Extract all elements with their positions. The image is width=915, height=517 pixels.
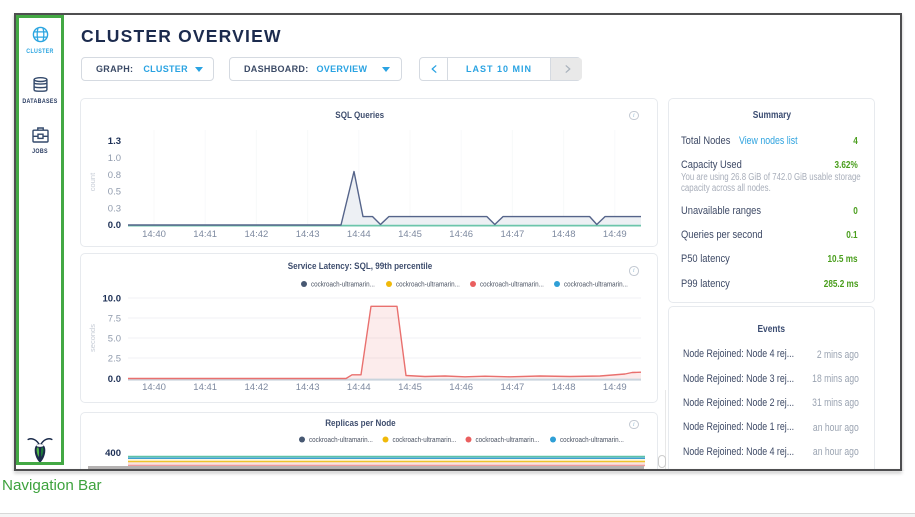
svg-text:cockroach-ultramarin...: cockroach-ultramarin... xyxy=(396,281,460,288)
svg-text:14:43: 14:43 xyxy=(296,229,320,240)
svg-text:0.0: 0.0 xyxy=(108,220,121,231)
svg-text:14:47: 14:47 xyxy=(501,229,525,240)
svg-text:cockroach-ultramarin...: cockroach-ultramarin... xyxy=(564,281,628,288)
svg-text:cockroach-ultramarin...: cockroach-ultramarin... xyxy=(393,437,457,444)
svg-text:7.5: 7.5 xyxy=(108,314,121,325)
svg-text:0.8: 0.8 xyxy=(108,170,121,181)
svg-text:10.0: 10.0 xyxy=(103,294,122,305)
svg-text:cockroach-ultramarin...: cockroach-ultramarin... xyxy=(480,281,544,288)
svg-text:0.3: 0.3 xyxy=(108,204,121,215)
svg-text:5.0: 5.0 xyxy=(108,334,121,345)
svg-text:seconds: seconds xyxy=(88,324,97,352)
svg-text:cockroach-ultramarin...: cockroach-ultramarin... xyxy=(476,437,540,444)
svg-text:14:45: 14:45 xyxy=(398,229,422,240)
svg-text:14:41: 14:41 xyxy=(193,382,217,393)
svg-text:14:40: 14:40 xyxy=(142,229,166,240)
svg-text:14:44: 14:44 xyxy=(347,382,371,393)
svg-text:cockroach-ultramarin...: cockroach-ultramarin... xyxy=(560,437,624,444)
svg-text:14:42: 14:42 xyxy=(245,382,269,393)
svg-text:14:48: 14:48 xyxy=(552,382,576,393)
svg-text:14:49: 14:49 xyxy=(603,382,627,393)
svg-text:cockroach-ultramarin...: cockroach-ultramarin... xyxy=(309,437,373,444)
svg-text:14:48: 14:48 xyxy=(552,229,576,240)
svg-text:14:47: 14:47 xyxy=(501,382,525,393)
svg-text:400: 400 xyxy=(105,448,121,459)
svg-text:14:42: 14:42 xyxy=(245,229,269,240)
svg-text:1.0: 1.0 xyxy=(108,153,121,164)
svg-text:1.3: 1.3 xyxy=(108,136,121,147)
svg-text:14:46: 14:46 xyxy=(449,382,473,393)
svg-text:count: count xyxy=(88,172,97,191)
svg-text:14:45: 14:45 xyxy=(398,382,422,393)
svg-text:14:40: 14:40 xyxy=(142,382,166,393)
svg-text:2.5: 2.5 xyxy=(108,354,121,365)
svg-text:14:41: 14:41 xyxy=(193,229,217,240)
svg-text:14:44: 14:44 xyxy=(347,229,371,240)
svg-text:14:49: 14:49 xyxy=(603,229,627,240)
svg-text:cockroach-ultramarin...: cockroach-ultramarin... xyxy=(311,281,375,288)
svg-text:14:46: 14:46 xyxy=(449,229,473,240)
svg-text:0.0: 0.0 xyxy=(108,374,121,385)
svg-text:14:43: 14:43 xyxy=(296,382,320,393)
svg-text:0.5: 0.5 xyxy=(108,187,121,198)
